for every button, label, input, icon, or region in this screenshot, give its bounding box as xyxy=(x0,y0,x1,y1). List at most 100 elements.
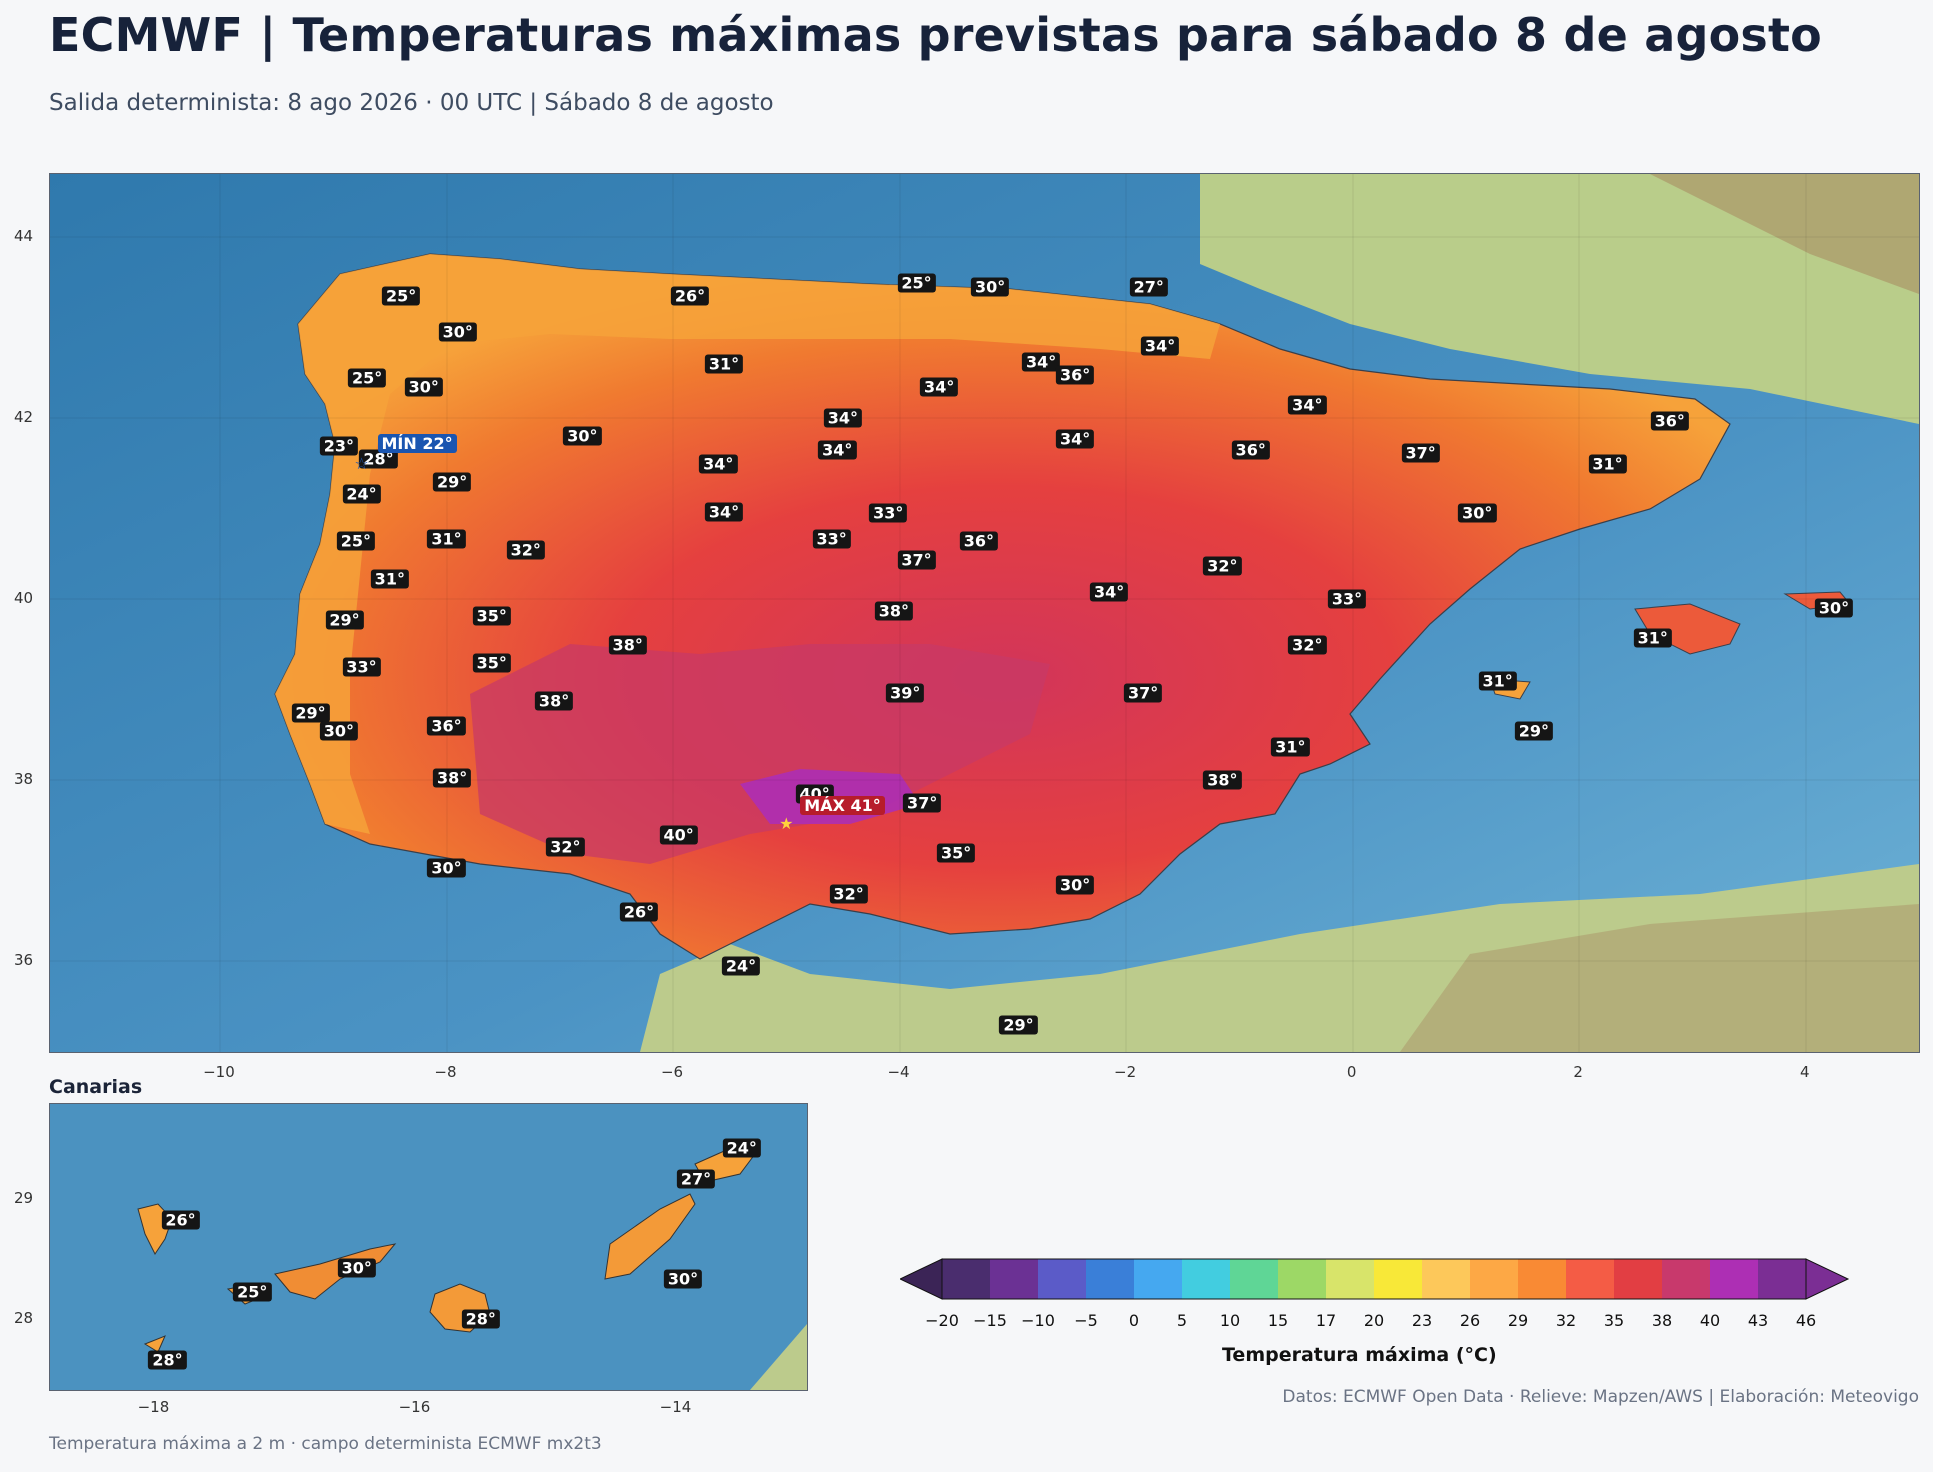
iberia-temperature-map[interactable]: 25° 26° 25° 30° 27° 30° 31° 34° 34° 36° 25° 30° 34° 3… xyxy=(49,173,1920,1053)
temp-label: 25° xyxy=(897,273,936,293)
colorbar-segment xyxy=(1470,1259,1518,1299)
x-tick-label: 2 xyxy=(1573,1063,1583,1081)
temp-label: 31° xyxy=(1271,737,1310,757)
temp-label: 24° xyxy=(721,956,761,976)
temp-label: 34° xyxy=(1055,429,1095,449)
temp-label: 38° xyxy=(608,635,647,655)
canarias-sea xyxy=(50,1104,807,1390)
temp-label: 36° xyxy=(1231,440,1270,460)
colorbar-segment xyxy=(1326,1259,1374,1299)
colorbar-segment xyxy=(1374,1259,1422,1299)
temp-label: 38° xyxy=(534,691,574,711)
colorbar-tick-label: 26 xyxy=(1459,1311,1481,1330)
canarias-x-tick: −16 xyxy=(398,1398,431,1416)
colorbar-segment xyxy=(1422,1259,1470,1299)
colorbar-frame xyxy=(941,1258,1807,1300)
canarias-x-tick: −18 xyxy=(137,1398,170,1416)
temp-label: 33° xyxy=(869,503,908,523)
max-temp-tag: MÁX 41° xyxy=(800,795,885,815)
temp-label: 34° xyxy=(699,454,738,474)
canarias-temp-label: 26° xyxy=(161,1210,200,1230)
colorbar-tick-label: 5 xyxy=(1176,1311,1188,1330)
x-tick-label: 4 xyxy=(1799,1063,1810,1081)
temp-label: 34° xyxy=(704,502,744,522)
x-tick-label: −2 xyxy=(1114,1063,1137,1081)
canarias-canvas xyxy=(50,1104,807,1390)
page-subtitle: Salida determinista: 8 ago 2026 · 00 UTC… xyxy=(49,90,774,116)
temp-label: 38° xyxy=(874,601,914,621)
africa-land xyxy=(640,864,1919,1052)
temp-label: 29° xyxy=(999,1015,1038,1035)
colorbar-segment xyxy=(1518,1259,1566,1299)
temp-label: 25° xyxy=(336,531,375,551)
temp-label: 33° xyxy=(342,657,381,677)
colorbar-segment xyxy=(1230,1259,1278,1299)
temp-label: 35° xyxy=(472,606,511,626)
temp-label: 24° xyxy=(342,484,381,504)
colorbar-tick-label: 23 xyxy=(1411,1311,1433,1330)
temp-label: 40° xyxy=(659,825,698,845)
colorbar-segment xyxy=(1566,1259,1614,1299)
temp-label: 30° xyxy=(427,858,466,878)
temp-label: 30° xyxy=(1814,598,1854,618)
temp-label: 32° xyxy=(546,837,585,857)
canarias-temp-label: 24° xyxy=(722,1138,761,1158)
colorbar-segment xyxy=(1086,1259,1134,1299)
temp-label: 37° xyxy=(1401,443,1440,463)
colorbar-tick-label: 15 xyxy=(1267,1311,1289,1330)
temp-label: 38° xyxy=(1203,770,1242,790)
temp-label: 36° xyxy=(427,716,466,736)
temp-label: 31° xyxy=(427,529,466,549)
canarias-temp-label: 30° xyxy=(663,1269,703,1289)
colorbar-tick-label: −15 xyxy=(973,1311,1007,1330)
temp-label: 34° xyxy=(1288,395,1327,415)
temp-label: 29° xyxy=(291,703,330,723)
temp-label: 29° xyxy=(325,610,364,630)
colorbar-segment xyxy=(1614,1259,1662,1299)
temp-label: 28° xyxy=(359,449,398,469)
y-tick-label: 40 xyxy=(14,589,34,608)
colorbar-tick-label: −10 xyxy=(1021,1311,1055,1330)
temp-label: 25° xyxy=(348,368,387,388)
temperature-colorbar xyxy=(898,1255,1850,1319)
temp-label: 27° xyxy=(1129,277,1168,297)
el-hierro xyxy=(143,1335,166,1353)
colorbar-over-arrow xyxy=(1805,1258,1850,1300)
temp-label: 26° xyxy=(619,902,659,922)
temp-label: 29° xyxy=(432,472,472,492)
colorbar-tick-label: 29 xyxy=(1507,1311,1529,1330)
min-temp-tag: MÍN 22° xyxy=(377,433,457,453)
colorbar-segment xyxy=(1758,1259,1806,1299)
africa-corner xyxy=(750,1324,807,1390)
max-star-icon: ★ xyxy=(779,813,794,833)
temp-label: 30° xyxy=(563,426,602,446)
temp-label: 39° xyxy=(886,683,925,703)
temp-label: 36° xyxy=(1055,365,1095,385)
y-tick-label: 42 xyxy=(14,408,34,427)
canarias-temp-label: 25° xyxy=(233,1282,272,1302)
temp-label: 38° xyxy=(432,768,472,788)
temp-label: 34° xyxy=(818,440,857,460)
colorbar-segment xyxy=(1134,1259,1182,1299)
colorbar-tick-label: 32 xyxy=(1555,1311,1577,1330)
colorbar-tick-label: 35 xyxy=(1603,1311,1625,1330)
temp-label: 37° xyxy=(897,550,936,570)
temp-label: 32° xyxy=(1288,635,1327,655)
x-tick-label: −8 xyxy=(434,1063,457,1081)
map-canvas xyxy=(50,174,1919,1052)
y-tick-label: 36 xyxy=(14,951,34,970)
temp-label: 35° xyxy=(937,843,976,863)
canarias-y-tick: 28 xyxy=(14,1308,34,1327)
colorbar-segment xyxy=(1038,1259,1086,1299)
colorbar-segment xyxy=(1710,1259,1758,1299)
colorbar-label: Temperatura máxima (°C) xyxy=(1222,1344,1497,1366)
colorbar-segment xyxy=(990,1259,1038,1299)
colorbar-tick-label: 10 xyxy=(1219,1311,1241,1330)
canarias-title: Canarias xyxy=(49,1076,143,1098)
canarias-map[interactable]: 24° 27° 26° 30° 25° 30° 28° 28° xyxy=(49,1103,808,1391)
fuerteventura xyxy=(604,1193,696,1280)
temp-label: 25° xyxy=(382,286,421,306)
page-title: ECMWF | Temperaturas máximas previstas p… xyxy=(49,8,1822,62)
temp-label: 32° xyxy=(1203,556,1242,576)
temp-label: 30° xyxy=(319,721,358,741)
